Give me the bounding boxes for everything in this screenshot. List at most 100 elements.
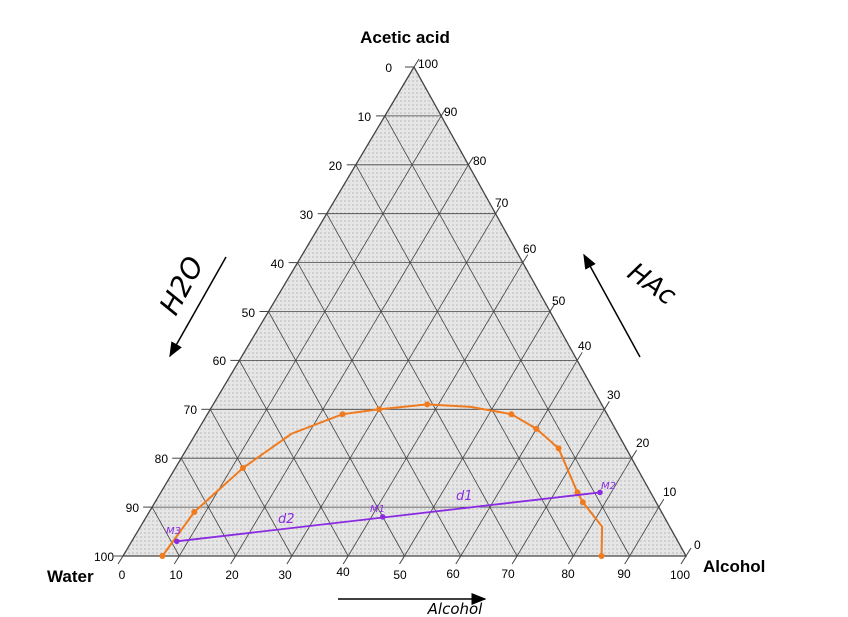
alcohol-annotation: Alcohol bbox=[427, 600, 484, 617]
left-tick-label: 80 bbox=[155, 452, 169, 466]
left-tick-label: 50 bbox=[242, 306, 256, 320]
right-tick-label: 10 bbox=[663, 485, 677, 499]
point-m2 bbox=[597, 489, 603, 496]
right-tick-label: 100 bbox=[418, 57, 438, 71]
bottom-tick-label: 60 bbox=[446, 567, 460, 581]
bottom-tick-label: 40 bbox=[336, 565, 350, 579]
h2o-arrow-icon bbox=[169, 256, 227, 358]
label-d2: d2 bbox=[278, 512, 295, 527]
right-tick-mark bbox=[522, 254, 529, 263]
right-tick-label: 70 bbox=[495, 196, 509, 210]
bottom-tick-label: 20 bbox=[225, 568, 239, 582]
grid-line-alcohol bbox=[178, 115, 442, 557]
curve-marker bbox=[191, 508, 198, 515]
left-tick-label: 10 bbox=[358, 110, 372, 124]
right-tick-label: 50 bbox=[552, 294, 566, 308]
grid-line-alcohol bbox=[404, 311, 551, 557]
hac-annotation: HAc bbox=[622, 257, 682, 311]
right-tick-label: 80 bbox=[473, 154, 487, 168]
curve-marker bbox=[533, 425, 540, 432]
right-tick-label: 20 bbox=[636, 436, 650, 450]
grid-line-alcohol bbox=[629, 506, 660, 557]
binodal-curve bbox=[161, 403, 604, 557]
right-tick-label: 30 bbox=[607, 388, 621, 402]
right-tick-label: 60 bbox=[523, 242, 537, 256]
left-tick-label: 20 bbox=[329, 159, 343, 173]
bottom-tick-mark bbox=[173, 555, 180, 565]
bottom-tick-mark bbox=[117, 555, 124, 565]
bottom-tick-mark bbox=[342, 555, 349, 565]
right-tick-mark bbox=[495, 205, 502, 214]
bottom-tick-mark bbox=[511, 555, 518, 565]
bottom-tick-label: 100 bbox=[670, 568, 690, 582]
right-tick-mark bbox=[413, 58, 420, 68]
label-d1: d1 bbox=[456, 489, 473, 504]
label-m1: M1 bbox=[370, 504, 385, 515]
curve-marker bbox=[376, 406, 383, 413]
right-tick-mark bbox=[549, 303, 556, 312]
bottom-tick-label: 70 bbox=[501, 567, 515, 581]
curve-marker bbox=[424, 401, 431, 408]
bottom-tick-label: 80 bbox=[561, 567, 575, 581]
curve-marker bbox=[239, 464, 246, 471]
grid-line-alcohol bbox=[516, 409, 605, 557]
bottom-tick-mark bbox=[230, 555, 237, 565]
hac-arrow-icon bbox=[583, 253, 641, 358]
bottom-tick-label: 90 bbox=[617, 567, 631, 581]
grid-line-alcohol bbox=[573, 457, 632, 557]
vertex-label-alcohol: Alcohol bbox=[703, 557, 765, 576]
left-tick-label: 90 bbox=[126, 501, 140, 515]
curve-marker bbox=[555, 445, 562, 452]
bottom-tick-mark bbox=[286, 555, 293, 565]
curve-marker bbox=[508, 411, 515, 418]
vertex-label-acetic-acid: Acetic acid bbox=[360, 28, 450, 47]
h2o-annotation: H2O bbox=[153, 251, 211, 320]
bottom-tick-label: 10 bbox=[169, 568, 183, 582]
right-tick-mark bbox=[658, 498, 665, 508]
right-tick-mark bbox=[576, 352, 583, 361]
left-tick-label: 70 bbox=[184, 403, 198, 417]
bottom-tick-mark bbox=[399, 555, 405, 565]
left-tick-label: 100 bbox=[94, 550, 114, 564]
curve-marker bbox=[598, 553, 605, 559]
grid-line-water bbox=[326, 213, 518, 557]
bottom-tick-label: 30 bbox=[278, 568, 292, 582]
bottom-tick-label: 0 bbox=[119, 568, 126, 582]
left-tick-label: 30 bbox=[300, 208, 314, 222]
label-m2: M2 bbox=[601, 481, 616, 492]
right-tick-label: 90 bbox=[444, 105, 458, 119]
point-m1 bbox=[379, 514, 386, 520]
curve-markers bbox=[159, 401, 605, 559]
label-m3: M3 bbox=[166, 526, 181, 537]
right-tick-label: 0 bbox=[694, 538, 701, 552]
grid-line-water bbox=[209, 409, 293, 557]
right-tick-mark bbox=[685, 547, 692, 557]
vertex-label-water: Water bbox=[47, 567, 94, 586]
curve-marker bbox=[159, 553, 166, 559]
right-tick-mark bbox=[603, 401, 610, 410]
bottom-tick-mark bbox=[455, 555, 462, 565]
left-tick-label: 0 bbox=[385, 61, 392, 75]
bottom-tick-mark bbox=[624, 555, 631, 565]
grid-line-alcohol bbox=[291, 213, 496, 557]
curve-marker bbox=[574, 489, 581, 496]
bottom-tick-label: 50 bbox=[393, 568, 407, 582]
grid-line-alcohol bbox=[460, 360, 578, 557]
right-tick-mark bbox=[440, 107, 447, 117]
tie-line bbox=[176, 491, 601, 543]
right-tick-mark bbox=[631, 449, 638, 459]
right-tick-label: 40 bbox=[578, 339, 592, 353]
right-tick-mark bbox=[467, 156, 474, 166]
left-tick-label: 40 bbox=[271, 257, 285, 271]
left-tick-label: 60 bbox=[213, 354, 227, 368]
tick-marks bbox=[114, 58, 692, 565]
grid-line-water bbox=[384, 115, 631, 557]
curve-marker bbox=[339, 411, 346, 418]
grid-line-water bbox=[151, 506, 180, 557]
bottom-tick-mark bbox=[567, 555, 574, 565]
point-m3 bbox=[173, 538, 180, 545]
grid-line-water bbox=[180, 458, 236, 557]
curve-marker bbox=[579, 499, 586, 506]
bottom-tick-mark bbox=[680, 555, 687, 565]
